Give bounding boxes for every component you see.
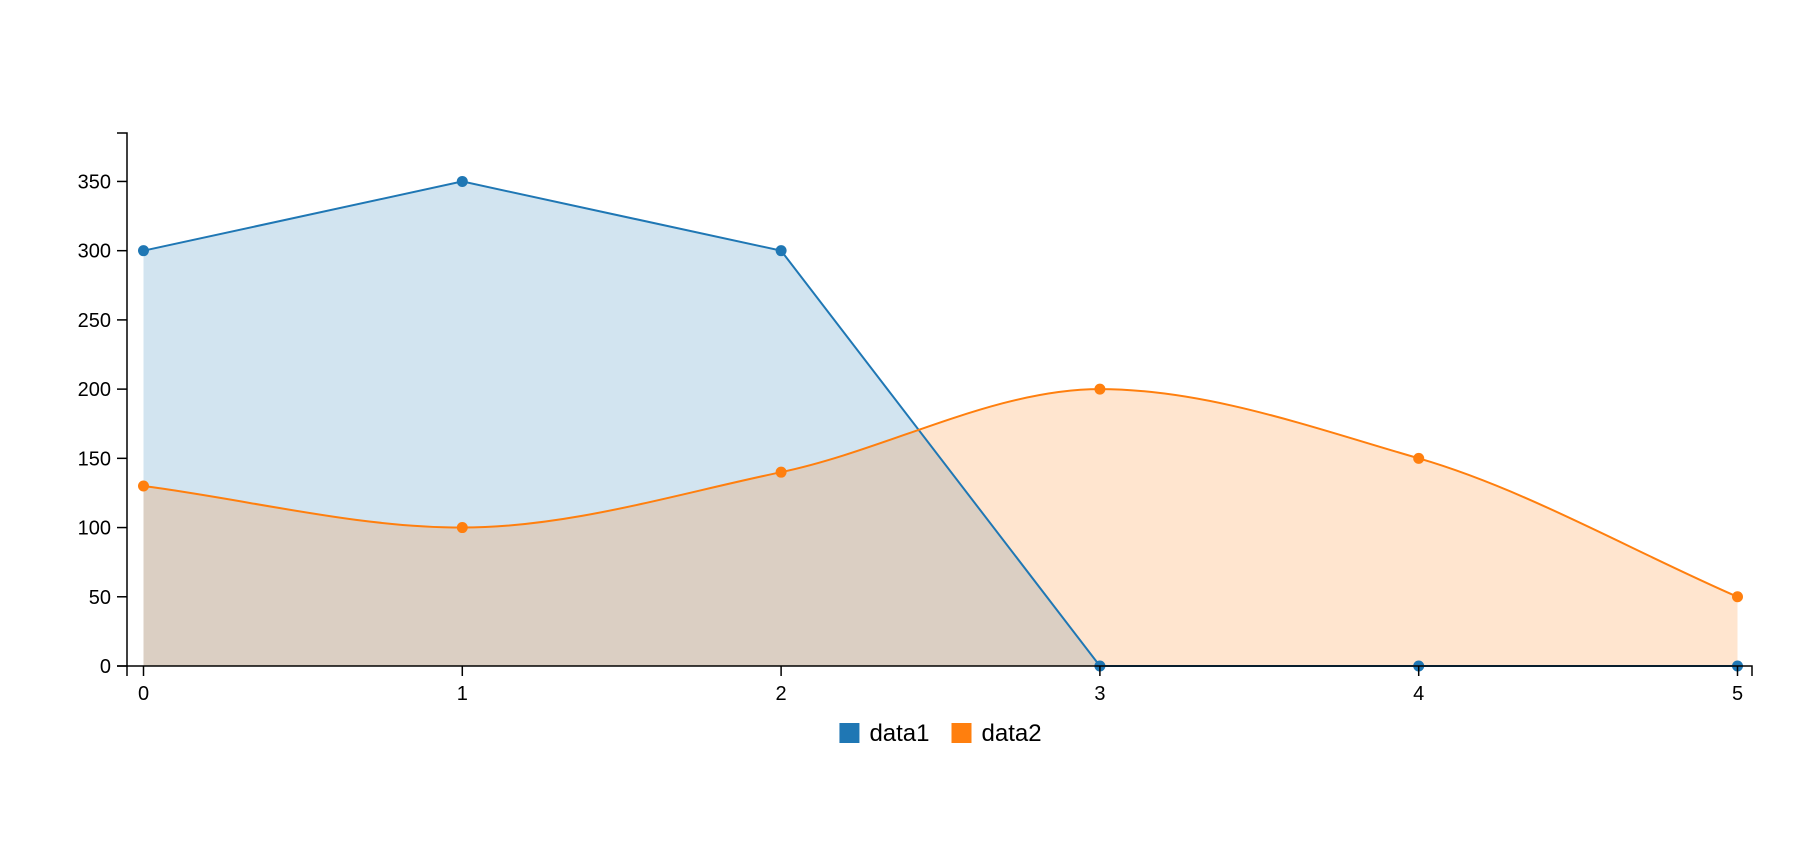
point-data1-1[interactable] [456, 175, 468, 187]
x-tick-label-3: 3 [1094, 683, 1105, 705]
axes: 0 50 100 150 200 250 300 350 0 1 2 3 4 5 [78, 132, 1753, 705]
y-tick-label-100: 100 [78, 518, 111, 540]
point-data2-3[interactable] [1094, 383, 1106, 395]
line-data2 [143, 388, 1738, 598]
point-data2-0[interactable] [138, 480, 149, 492]
legend-item-data1[interactable]: data1 [839, 720, 930, 747]
area-data2 [143, 389, 1738, 666]
y-tick-label-250: 250 [78, 310, 111, 332]
legend-label-data1: data1 [869, 720, 929, 747]
area-data1 [143, 181, 1738, 666]
y-axis-line [117, 132, 128, 667]
y-tick-label-350: 350 [78, 171, 111, 193]
y-tick-label-50: 50 [89, 587, 111, 609]
x-tick-label-2: 2 [776, 683, 787, 705]
series-areas [143, 181, 1738, 666]
x-tick-label-1: 1 [457, 683, 468, 705]
legend-swatch-data1 [839, 723, 860, 743]
point-data2-1[interactable] [456, 522, 468, 534]
x-tick-label-5: 5 [1732, 683, 1743, 705]
legend-label-data2: data2 [982, 720, 1042, 747]
point-data1-2[interactable] [775, 245, 787, 257]
x-tick-label-4: 4 [1413, 683, 1424, 705]
legend: data1 data2 [839, 720, 1042, 747]
legend-item-data2[interactable]: data2 [951, 720, 1042, 747]
point-data2-2[interactable] [775, 466, 787, 478]
point-data2-4[interactable] [1413, 452, 1425, 464]
x-tick-label-0: 0 [138, 683, 149, 705]
legend-swatch-data2 [951, 723, 972, 743]
x-axis-line [126, 665, 1753, 676]
y-tick-label-200: 200 [78, 379, 111, 401]
point-data2-5[interactable] [1732, 591, 1743, 603]
y-tick-label-300: 300 [78, 241, 111, 263]
y-tick-label-150: 150 [78, 448, 111, 470]
y-tick-label-0: 0 [100, 656, 111, 678]
point-data1-0[interactable] [138, 245, 149, 257]
